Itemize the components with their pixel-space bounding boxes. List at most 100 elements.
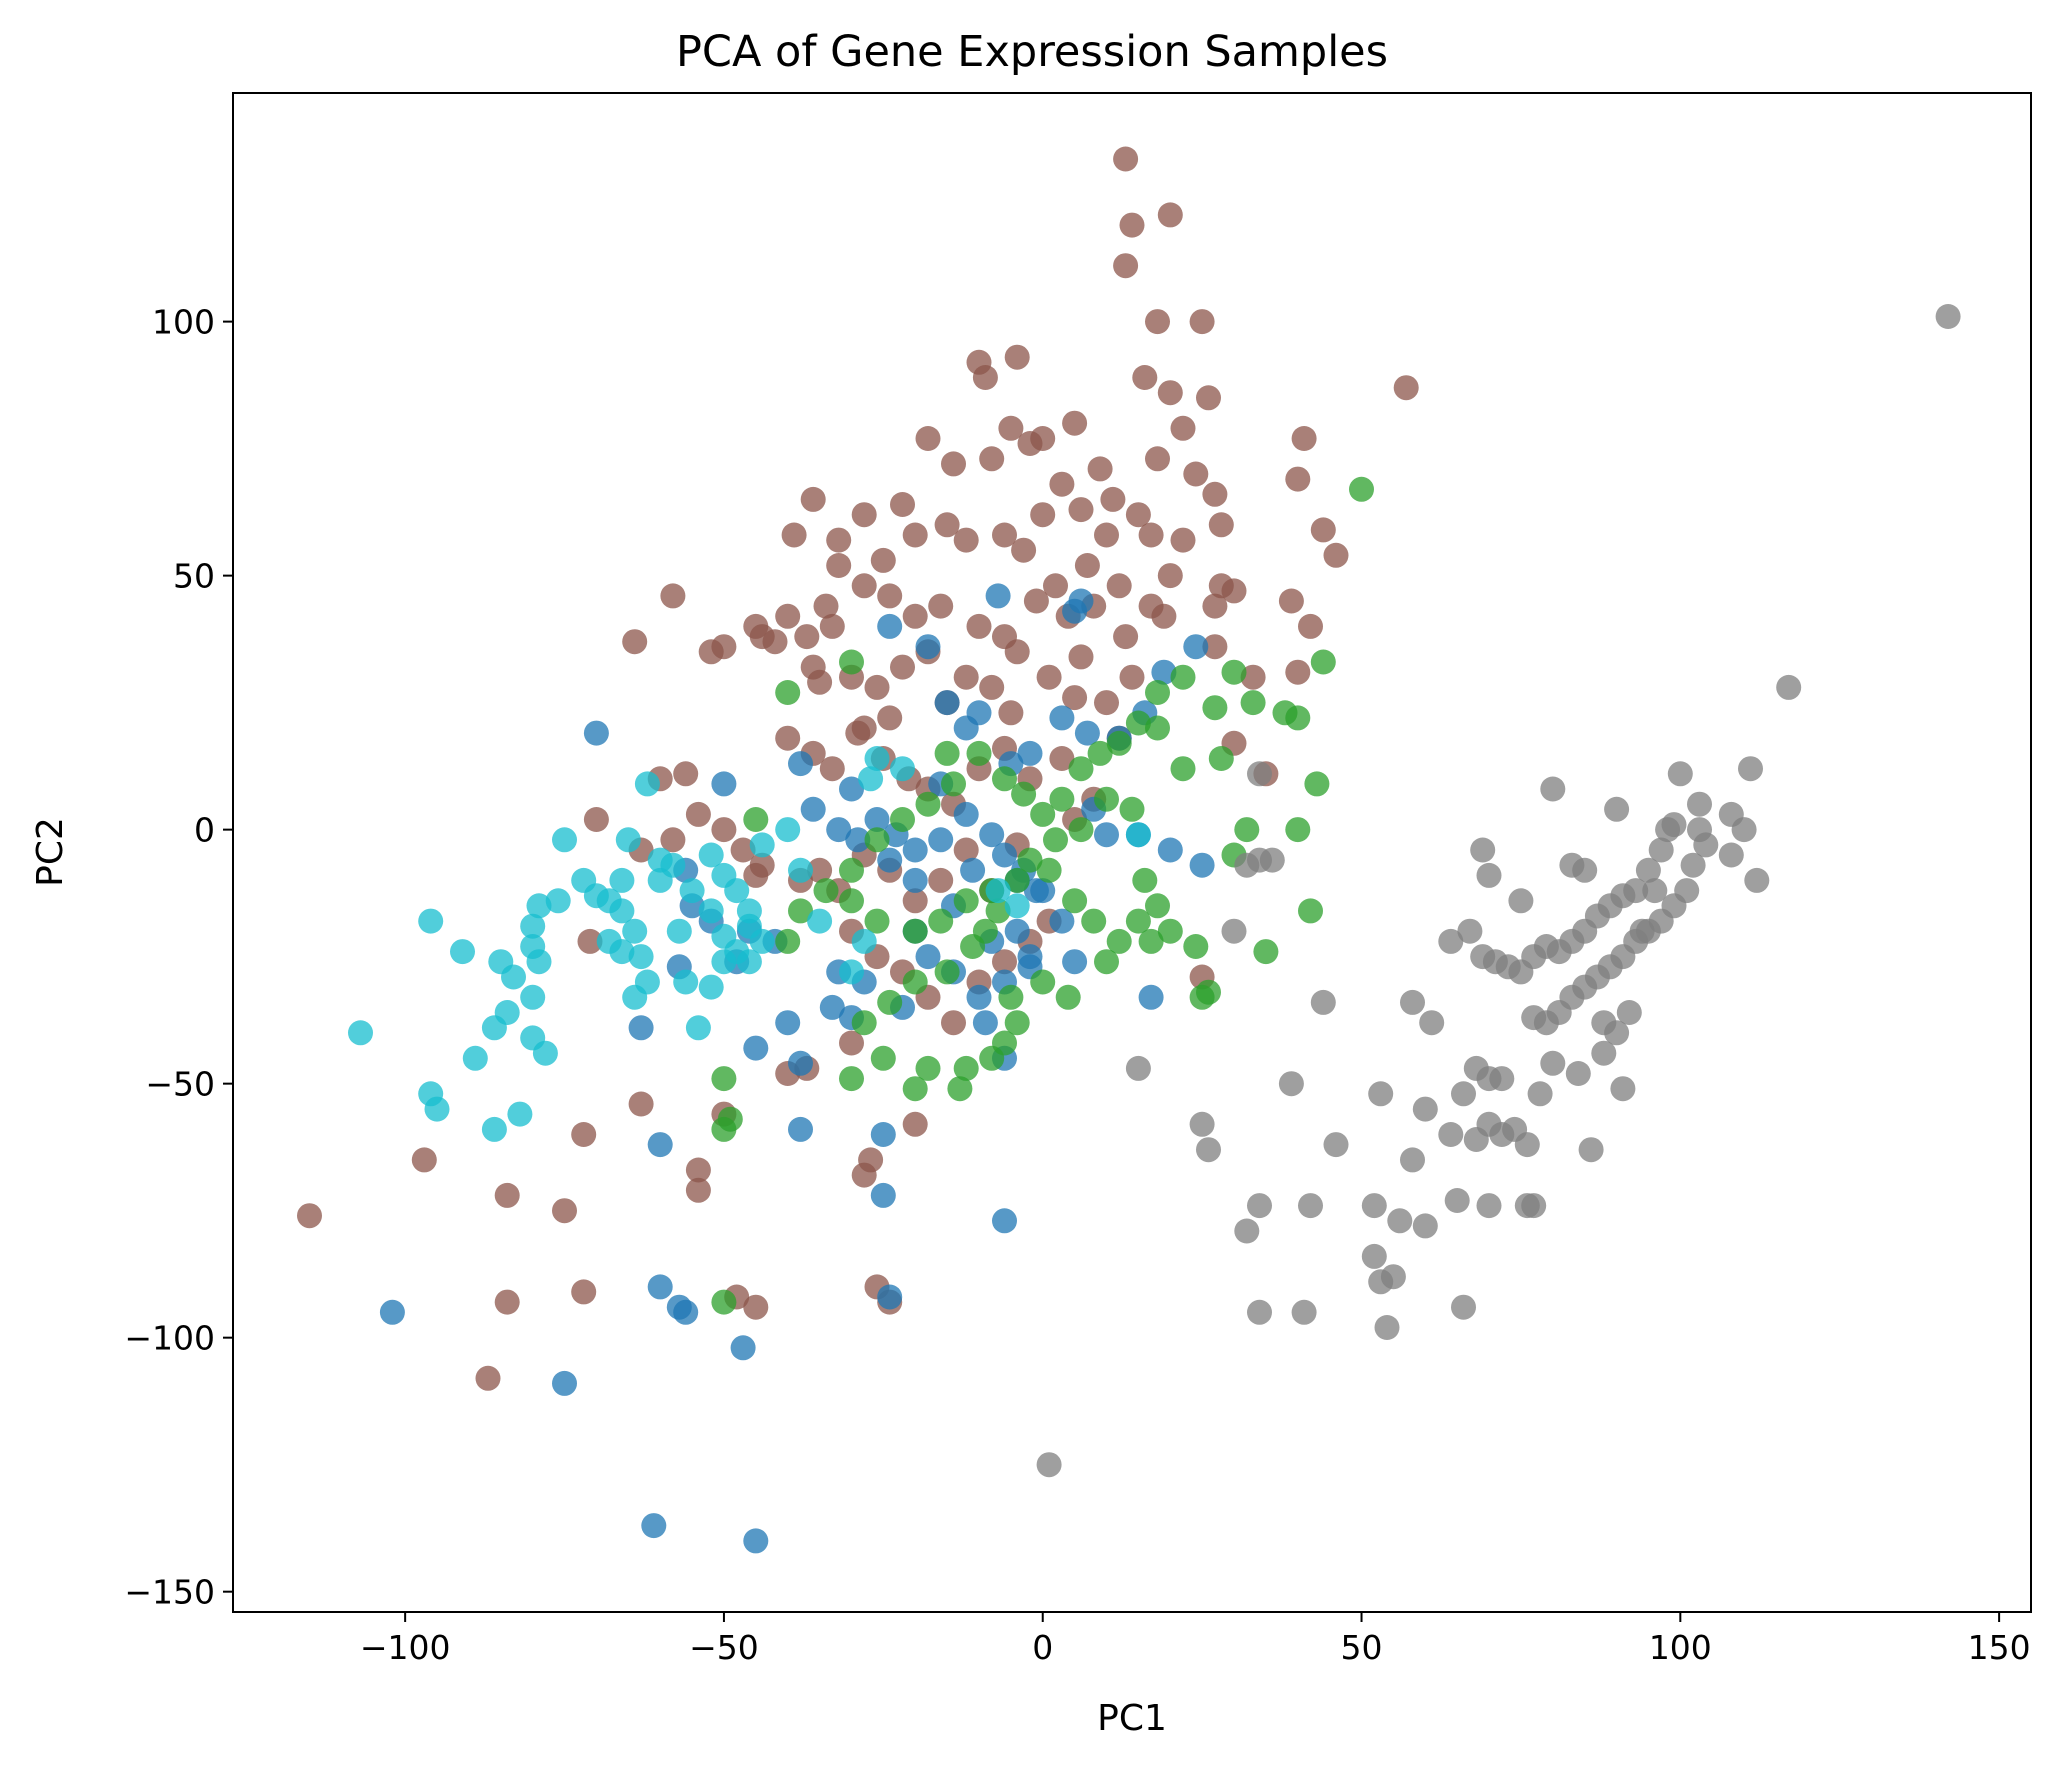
data-point bbox=[1094, 786, 1119, 812]
data-point bbox=[1521, 1005, 1547, 1031]
data-point bbox=[1285, 817, 1311, 843]
data-point bbox=[1017, 847, 1043, 873]
data-point bbox=[1062, 888, 1088, 914]
y-tick-label: −100 bbox=[124, 1319, 215, 1358]
data-point bbox=[1667, 761, 1693, 787]
data-point bbox=[1310, 649, 1336, 675]
data-point bbox=[775, 817, 801, 843]
data-point bbox=[941, 771, 966, 797]
data-point bbox=[998, 984, 1024, 1010]
data-point bbox=[877, 989, 903, 1015]
data-point bbox=[934, 512, 960, 538]
y-axis-ticks: −150 −100 −50 0 50 100 bbox=[124, 303, 233, 1612]
data-point bbox=[858, 1147, 884, 1173]
data-point bbox=[953, 837, 979, 863]
data-point bbox=[851, 928, 877, 954]
data-point bbox=[571, 1279, 597, 1305]
data-point bbox=[1132, 365, 1158, 390]
data-point bbox=[628, 1091, 654, 1117]
data-point bbox=[992, 522, 1017, 548]
data-point bbox=[685, 1177, 711, 1203]
data-point bbox=[1145, 446, 1170, 472]
data-point bbox=[1094, 949, 1119, 975]
data-point bbox=[1591, 1010, 1617, 1036]
data-point bbox=[1049, 705, 1075, 731]
data-point bbox=[1642, 878, 1668, 904]
data-point bbox=[928, 908, 954, 934]
data-point bbox=[1278, 1071, 1304, 1097]
data-point bbox=[507, 1101, 533, 1127]
data-point bbox=[902, 969, 928, 995]
data-point bbox=[902, 867, 928, 893]
data-point bbox=[1023, 878, 1049, 904]
data-point bbox=[1196, 385, 1221, 411]
data-point bbox=[1068, 644, 1094, 670]
data-point bbox=[736, 949, 762, 975]
data-point bbox=[1113, 253, 1139, 279]
data-point bbox=[501, 964, 526, 990]
data-point bbox=[1062, 949, 1088, 975]
data-point bbox=[1138, 593, 1164, 619]
data-point bbox=[1017, 740, 1043, 766]
data-point bbox=[928, 867, 954, 893]
data-point bbox=[1196, 979, 1221, 1005]
data-point bbox=[1106, 928, 1132, 954]
data-point bbox=[1412, 1213, 1438, 1239]
data-point bbox=[902, 918, 928, 944]
data-point bbox=[915, 1055, 941, 1081]
data-point bbox=[1489, 1066, 1515, 1092]
data-point bbox=[1049, 908, 1075, 934]
data-point bbox=[1196, 1137, 1221, 1163]
data-point bbox=[800, 486, 826, 512]
data-point bbox=[545, 888, 571, 914]
data-point bbox=[348, 1020, 373, 1046]
data-point bbox=[851, 502, 877, 528]
data-point bbox=[979, 1045, 1005, 1071]
data-point bbox=[851, 715, 877, 741]
data-point bbox=[711, 949, 737, 975]
data-point bbox=[1189, 309, 1215, 335]
data-point bbox=[1145, 715, 1170, 741]
data-point bbox=[960, 857, 986, 883]
data-point bbox=[1463, 1055, 1489, 1081]
data-point bbox=[1540, 776, 1566, 802]
data-point bbox=[1106, 573, 1132, 599]
data-point bbox=[1304, 771, 1330, 797]
data-point bbox=[743, 1528, 769, 1554]
data-point bbox=[1087, 740, 1113, 766]
data-point bbox=[1527, 1081, 1553, 1107]
data-point bbox=[953, 1055, 979, 1081]
data-point bbox=[1629, 918, 1655, 944]
data-point bbox=[698, 974, 724, 1000]
data-point bbox=[934, 959, 960, 985]
data-point bbox=[1508, 888, 1534, 914]
data-point bbox=[1323, 1132, 1349, 1158]
data-point bbox=[1062, 410, 1088, 436]
data-point bbox=[1094, 690, 1119, 716]
data-point bbox=[992, 766, 1017, 792]
data-point bbox=[902, 1076, 928, 1102]
data-point bbox=[1004, 893, 1030, 919]
data-point bbox=[934, 690, 960, 716]
data-point bbox=[807, 669, 833, 695]
data-point bbox=[775, 680, 801, 705]
data-point bbox=[1476, 862, 1502, 888]
data-point bbox=[1202, 481, 1228, 507]
data-point bbox=[839, 1030, 864, 1056]
data-point bbox=[1438, 1122, 1464, 1147]
data-point bbox=[826, 527, 852, 553]
data-point bbox=[890, 654, 915, 680]
data-point bbox=[1036, 857, 1062, 883]
data-point bbox=[941, 451, 966, 477]
y-tick-label: −150 bbox=[124, 1573, 215, 1612]
data-point bbox=[1361, 1243, 1387, 1269]
data-point bbox=[647, 1132, 673, 1158]
data-point bbox=[698, 639, 724, 665]
data-point bbox=[813, 878, 839, 904]
data-point bbox=[1189, 1111, 1215, 1137]
data-points bbox=[297, 146, 1961, 1554]
data-point bbox=[972, 918, 998, 944]
data-point bbox=[1068, 588, 1094, 614]
data-point bbox=[622, 984, 648, 1010]
data-point bbox=[1655, 817, 1681, 843]
